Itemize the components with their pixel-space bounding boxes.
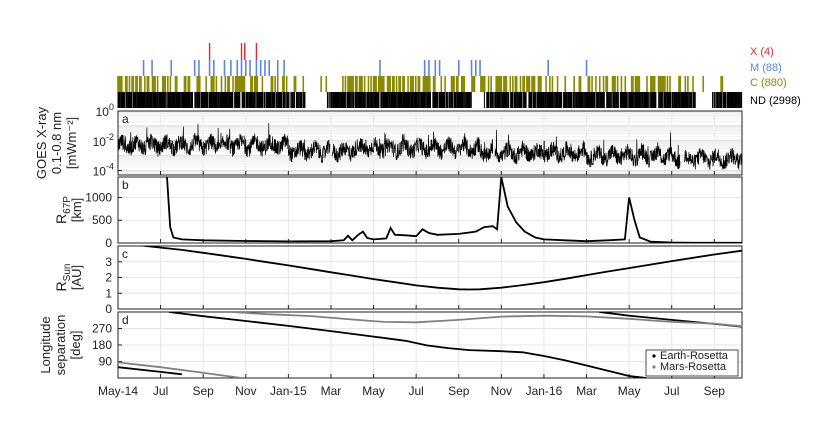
- y-axis-label: 0.1-0.8 nm: [49, 112, 64, 174]
- flare-legend: X (4) M (88) C (880) ND (2998): [750, 46, 801, 107]
- panel-letter: c: [122, 247, 128, 261]
- legend-box: [645, 349, 739, 377]
- panel-c-rsun: 0 12 3c RSun[AU]: [53, 245, 743, 316]
- x-tick-label: Jan-15: [270, 384, 307, 398]
- x-tick-label: Jul: [153, 384, 168, 398]
- y-tick-label: 10-2: [93, 132, 114, 149]
- mars-rosetta-line: [232, 312, 742, 328]
- y-tick-label: 0: [105, 302, 112, 316]
- legend-entry: Earth-Rosetta: [660, 350, 729, 362]
- panel-frame: [117, 110, 743, 176]
- y-tick-label: 90: [99, 355, 113, 369]
- legend-marker: [652, 365, 656, 369]
- panel-frame: [117, 176, 743, 244]
- x-tick-label: Jan-16: [526, 384, 563, 398]
- legend-entry: Mars-Rosetta: [660, 361, 727, 373]
- x-tick-label: Nov: [491, 384, 512, 398]
- y-tick-label: 270: [92, 322, 112, 336]
- panel-d-longitude-separation: 90 180 270 d Longitude separation [deg] Earth-R…: [38, 311, 743, 379]
- y-axis-label: Longitude: [38, 316, 53, 373]
- y-tick-label: 10-4: [93, 162, 114, 179]
- x-tick-label: Sep: [448, 384, 470, 398]
- y-axis-label: GOES X-ray: [34, 106, 49, 179]
- x-tick-label: Sep: [704, 384, 726, 398]
- y-axis-label: [mWm⁻²]: [64, 117, 79, 169]
- r67p-line: [166, 177, 742, 243]
- x-tick-label: Jul: [408, 384, 423, 398]
- goes-xray-line: [118, 122, 742, 170]
- y-axis-label: [km]: [69, 198, 84, 223]
- y-tick-label: 100: [96, 102, 114, 119]
- x-tick-label: Sep: [193, 384, 215, 398]
- y-tick-label: 3: [105, 255, 112, 269]
- flare-legend-m: M (88): [750, 62, 782, 74]
- rsun-line: [139, 246, 742, 291]
- y-tick-label: 180: [92, 338, 112, 352]
- x-axis: May-14 Jul Sep Nov Jan-15 Mar May Jul Sep Nov Jan-…: [98, 384, 725, 398]
- x-tick-label: Jul: [664, 384, 679, 398]
- flare-legend-x: X (4): [750, 46, 774, 58]
- y-tick-label: 500: [92, 213, 112, 227]
- flare-legend-nd: ND (2998): [750, 95, 801, 107]
- y-axis-label: separation: [53, 315, 68, 376]
- y-axis-label: [AU]: [69, 265, 84, 290]
- x-tick-label: May: [362, 384, 385, 398]
- panel-b-r67p: 0 500 1000 b R67P[km]: [53, 176, 743, 250]
- legend-marker: [652, 354, 656, 358]
- x-tick-label: May: [618, 384, 641, 398]
- y-axis-label: [deg]: [68, 331, 83, 360]
- panel-letter: b: [122, 178, 129, 192]
- x-tick-label: Mar: [576, 384, 597, 398]
- flare-legend-c: C (880): [750, 77, 787, 89]
- mars-rosetta-line: [118, 361, 242, 378]
- flare-ticks-strip: [117, 43, 743, 108]
- y-tick-label: 1: [105, 286, 112, 300]
- earth-rosetta-line: [168, 312, 647, 378]
- panel-letter: a: [122, 112, 129, 126]
- y-tick-label: 1000: [85, 190, 112, 204]
- y-tick-label: 0: [105, 236, 112, 250]
- y-axis-label: R67P: [53, 196, 73, 224]
- y-tick-label: 2: [105, 271, 112, 285]
- x-tick-label: May-14: [98, 384, 138, 398]
- y-axis-label: RSun: [53, 264, 73, 292]
- panel-letter: d: [122, 313, 129, 327]
- panel-a-goes-xray: 100 10-2 10-4 a GOES X-ray 0.1-0.8 nm [mWm⁻²]: [34, 102, 743, 179]
- x-tick-label: Mar: [321, 384, 342, 398]
- earth-rosetta-line: [118, 366, 183, 376]
- x-tick-label: Nov: [235, 384, 256, 398]
